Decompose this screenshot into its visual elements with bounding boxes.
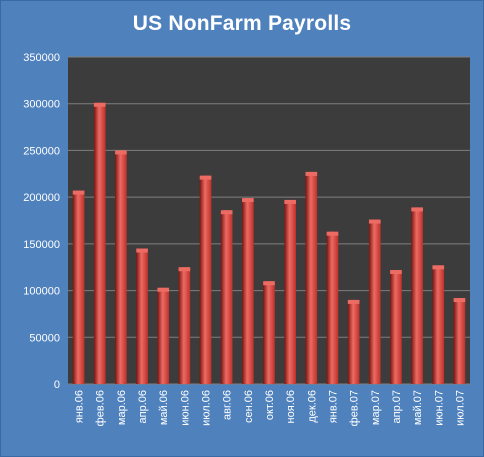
x-tick-label: июн.06	[179, 390, 191, 426]
bar-8	[242, 198, 254, 384]
bar-cap	[263, 281, 275, 286]
bar-body	[326, 231, 339, 384]
x-tick-label: июн.07	[433, 390, 445, 426]
x-tick-label: апр.07	[391, 390, 403, 423]
bar-16	[411, 207, 423, 384]
bar-6	[199, 175, 212, 384]
bar-14	[368, 219, 381, 384]
bar-7	[220, 210, 233, 384]
bar-body	[368, 219, 381, 384]
bar-3	[136, 248, 148, 384]
bar-cap	[136, 248, 148, 253]
x-tick-label: июл.06	[201, 390, 213, 426]
y-tick-label: 50000	[29, 332, 60, 344]
bar-cap	[326, 231, 339, 236]
x-tick-label: май.06	[158, 390, 170, 425]
bar-13	[347, 299, 360, 384]
bar-5	[178, 267, 191, 384]
bar-1	[93, 102, 106, 384]
y-axis-ticks: 0 50000 100000 150000 200000 250000 300000 3500…	[23, 52, 60, 391]
bar-10	[284, 199, 296, 384]
bar-cap	[199, 175, 212, 180]
bar-body	[220, 210, 233, 384]
bar-body	[115, 150, 127, 384]
bar-cap	[178, 267, 191, 272]
bar-9	[263, 281, 275, 384]
bar-cap	[411, 207, 423, 212]
bar-0	[72, 190, 85, 384]
bar-body	[390, 270, 402, 384]
bar-18	[453, 298, 466, 384]
chart-title: US NonFarm Payrolls	[132, 12, 352, 35]
y-tick-label: 350000	[23, 52, 60, 64]
x-tick-label: янв.06	[74, 390, 86, 423]
bar-4	[157, 287, 170, 384]
bar-11	[305, 171, 318, 384]
y-tick-label: 300000	[23, 99, 60, 111]
bar-body	[263, 281, 275, 384]
bar-cap	[305, 171, 318, 176]
bar-body	[347, 299, 360, 384]
bar-cap	[390, 270, 402, 275]
bar-cap	[453, 298, 466, 303]
bar-body	[284, 199, 296, 384]
bar-body	[242, 198, 254, 384]
x-tick-label: ноя.06	[285, 390, 297, 423]
bar-15	[390, 270, 402, 384]
bar-body	[199, 175, 212, 384]
x-tick-label: сен.06	[243, 390, 255, 423]
y-tick-label: 200000	[23, 192, 60, 204]
y-tick-label: 0	[54, 379, 60, 391]
bar-17	[432, 265, 445, 384]
x-tick-label: июл.07	[454, 390, 466, 426]
bar-body	[305, 171, 318, 384]
bar-cap	[93, 102, 106, 107]
x-tick-label: мар.06	[116, 390, 128, 425]
y-tick-label: 150000	[23, 239, 60, 251]
x-axis-ticks: янв.06 фев.06 мар.06 апр.06 май.06 июн.06 июл.…	[74, 390, 467, 426]
x-tick-label: фев.07	[349, 390, 361, 426]
x-tick-label: май.07	[412, 390, 424, 425]
bar-cap	[157, 287, 170, 292]
x-tick-label: апр.06	[137, 390, 149, 423]
bar-cap	[72, 190, 85, 195]
bar-cap	[284, 199, 296, 204]
bar-cap	[432, 265, 445, 270]
bar-cap	[347, 299, 360, 304]
x-tick-label: дек.06	[306, 390, 318, 423]
gridlines	[68, 56, 470, 385]
y-tick-label: 100000	[23, 286, 60, 298]
bar-body	[411, 207, 423, 384]
x-tick-label: янв.07	[327, 390, 339, 423]
bar-cap	[115, 150, 127, 155]
bar-body	[136, 248, 148, 384]
bar-body	[93, 102, 106, 384]
bar-cap	[368, 219, 381, 224]
bar-2	[115, 150, 127, 384]
bar-body	[72, 190, 85, 384]
bar-body	[178, 267, 191, 384]
bar-12	[326, 231, 339, 384]
y-tick-label: 250000	[23, 145, 60, 157]
x-tick-label: окт.06	[264, 390, 276, 420]
bar-body	[157, 287, 170, 384]
bar-body	[432, 265, 445, 384]
bar-body	[453, 298, 466, 384]
bar-cap	[220, 210, 233, 215]
bars	[72, 102, 466, 384]
x-tick-label: авг.06	[222, 390, 234, 420]
x-tick-label: мар.07	[370, 390, 382, 425]
x-tick-label: фев.06	[95, 390, 107, 426]
bar-cap	[242, 198, 254, 203]
